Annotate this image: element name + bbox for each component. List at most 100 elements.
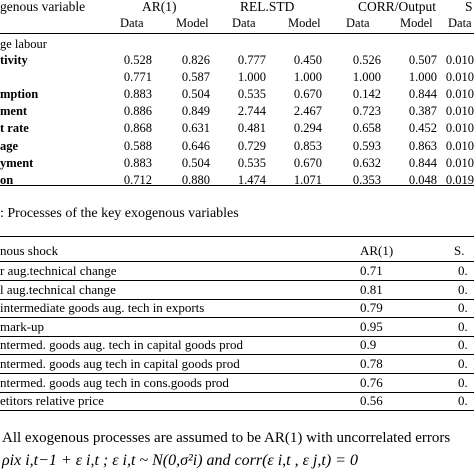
table-cell: 1.071 — [293, 172, 322, 187]
table-cell: 0.593 — [352, 138, 381, 153]
ar-value: 0.9 — [360, 337, 377, 353]
ar-value: 0.95 — [360, 318, 383, 334]
ar-value: 0.81 — [360, 281, 383, 297]
table-cell: 0.826 — [181, 53, 210, 67]
table-cell: 0.010 — [445, 53, 474, 67]
table-cell: 0.387 — [408, 104, 437, 119]
table-cell: 0.504 — [181, 87, 210, 102]
table-cell: 0.526 — [352, 53, 381, 67]
sd-value: 0. — [458, 281, 468, 297]
table-cell: 0.723 — [352, 104, 381, 119]
table1-group-header: S — [465, 0, 473, 14]
sd-value: 0. — [458, 393, 468, 409]
table-cell: 0.010 — [445, 138, 474, 153]
table-cell: 1.474 — [237, 172, 266, 187]
table-cell: 0.777 — [237, 53, 266, 67]
ar-value: 0.78 — [360, 356, 383, 371]
equation: ρix i,t−1 + ε i,t ; ε i,t ~ N(0,σ²i) and… — [2, 452, 358, 469]
table-cell: 0.142 — [352, 87, 381, 102]
table-cell: 2.467 — [293, 104, 322, 119]
table-cell: 0.883 — [123, 155, 152, 170]
table-cell: 0.010 — [445, 87, 474, 102]
table1-group-header: CORR/Output — [358, 0, 437, 14]
table-cell: 1.000 — [293, 70, 322, 85]
sd-value: 0. — [458, 356, 468, 371]
table-cell: 0.588 — [123, 138, 152, 153]
table-cell: 0.844 — [408, 155, 437, 170]
table1-group-header: REL.STD — [240, 0, 295, 14]
shock-label: intermediate goods aug. tech in exports — [0, 300, 205, 316]
table-cell: 0.729 — [237, 138, 266, 153]
table-cell: 0.019 — [445, 172, 474, 187]
table-cell: 0.880 — [181, 172, 210, 187]
table-cell: 0.481 — [237, 121, 266, 136]
table-cell: 0.670 — [293, 155, 322, 170]
table2-ar-header: AR(1) — [360, 243, 394, 258]
table-cell: 0.883 — [123, 87, 152, 102]
table2-shock-header: nous shock — [0, 243, 59, 258]
table1-sub-header: Model — [288, 16, 321, 30]
table-cell: 0.048 — [408, 172, 437, 187]
table-cell: 0.535 — [237, 87, 266, 102]
table1-group-header: AR(1) — [142, 0, 177, 14]
sd-value: 0. — [458, 337, 468, 353]
row-label: age — [0, 138, 19, 153]
table1-sub-header: Data — [448, 16, 472, 30]
table2-header-rule — [0, 261, 474, 262]
table1-sub-header: Model — [176, 16, 209, 30]
table1-sub-header: Data — [346, 16, 370, 30]
row-rule — [0, 391, 474, 393]
ar-value: 0.79 — [360, 300, 383, 316]
table-cell: 0.849 — [181, 104, 210, 119]
shock-label: ntermed. goods aug tech in capital goods… — [0, 356, 240, 371]
table-cell: 0.771 — [123, 70, 152, 85]
table-cell: 0.528 — [123, 53, 152, 67]
table-cell: 0.632 — [352, 155, 381, 170]
table-cell: 0.010 — [445, 121, 474, 136]
table-cell: 0.535 — [237, 155, 266, 170]
table-cell: 0.504 — [181, 155, 210, 170]
table-cell: 0.452 — [408, 121, 437, 136]
table-cell: 0.587 — [181, 70, 210, 85]
ar-value: 0.76 — [360, 374, 383, 390]
shock-label: r aug.technical change — [0, 263, 117, 278]
table1-sub-header: Model — [400, 16, 433, 30]
table-cell: 0.010 — [445, 104, 474, 119]
table-cell: 0.712 — [123, 172, 152, 187]
table-cell: 0.450 — [293, 53, 322, 67]
row-label: yment — [0, 155, 34, 170]
table-cell: 0.844 — [408, 87, 437, 102]
table-cell: 0.353 — [352, 172, 381, 187]
shock-label: etitors relative price — [0, 393, 104, 409]
table2-sd-header: S. — [454, 243, 465, 258]
table-cell: 0.010 — [445, 70, 474, 85]
table-cell: 0.010 — [445, 155, 474, 170]
row-rule — [0, 335, 474, 337]
sd-value: 0. — [458, 374, 468, 390]
table1-sub-header: Data — [120, 16, 144, 30]
table-cell: 0.507 — [408, 53, 437, 67]
shock-label: mark-up — [0, 318, 45, 334]
table-cell: 0.658 — [352, 121, 381, 136]
table-cell: 0.868 — [123, 121, 152, 136]
table-cell: 0.294 — [293, 121, 322, 136]
row-rule — [0, 317, 474, 319]
table1-section-label: ge labour — [0, 37, 47, 51]
table-cell: 2.744 — [237, 104, 266, 119]
table2-top-rule — [0, 236, 474, 237]
row-label: t rate — [0, 121, 29, 136]
ar-value: 0.71 — [360, 263, 383, 278]
table-cell: 1.000 — [352, 70, 381, 85]
table1-var-header: genous variable — [0, 0, 86, 14]
table1-bottom-rule — [0, 185, 474, 186]
ar-value: 0.56 — [360, 393, 383, 409]
table-cell: 0.853 — [293, 138, 322, 153]
table-cell: 0.631 — [181, 121, 210, 136]
row-label: ment — [0, 104, 28, 119]
shock-label: ntermed. goods aug. tech in capital good… — [0, 337, 243, 353]
table-cell: 0.863 — [408, 138, 437, 153]
row-rule — [0, 373, 474, 374]
table-note: All exogenous processes are assumed to b… — [2, 430, 451, 446]
row-rule — [0, 298, 474, 300]
table-cell: 0.886 — [123, 104, 152, 119]
